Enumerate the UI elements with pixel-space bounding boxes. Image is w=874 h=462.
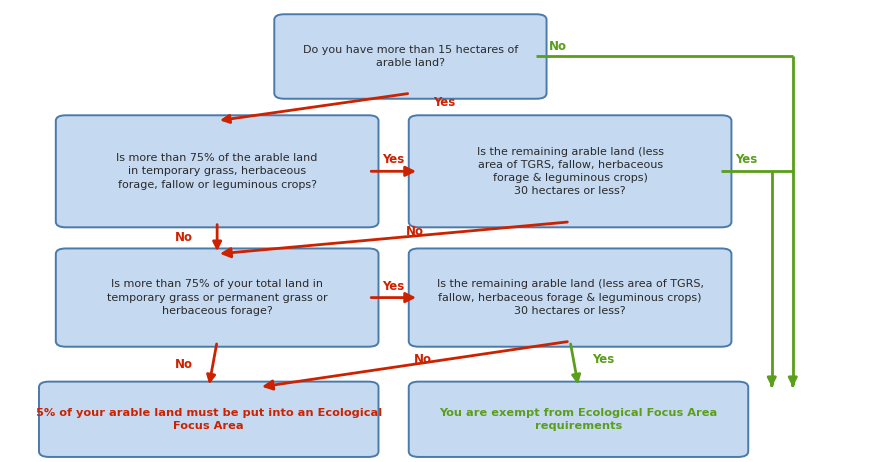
Text: Yes: Yes [383,280,405,292]
Text: No: No [175,231,192,244]
FancyBboxPatch shape [409,249,732,346]
Text: Is more than 75% of the arable land
in temporary grass, herbaceous
forage, fallo: Is more than 75% of the arable land in t… [116,153,318,189]
Text: Is the remaining arable land (less area of TGRS,
fallow, herbaceous forage & leg: Is the remaining arable land (less area … [437,280,704,316]
Text: No: No [175,358,192,371]
Text: Is the remaining arable land (less
area of TGRS, fallow, herbaceous
forage & leg: Is the remaining arable land (less area … [476,146,663,196]
FancyBboxPatch shape [409,116,732,227]
Text: Yes: Yes [593,353,614,366]
Text: Is more than 75% of your total land in
temporary grass or permanent grass or
her: Is more than 75% of your total land in t… [107,280,328,316]
FancyBboxPatch shape [39,382,378,457]
FancyBboxPatch shape [409,382,748,457]
Text: No: No [549,40,566,53]
Text: You are exempt from Ecological Focus Area
requirements: You are exempt from Ecological Focus Are… [440,407,718,431]
Text: Yes: Yes [383,153,405,166]
Text: Do you have more than 15 hectares of
arable land?: Do you have more than 15 hectares of ara… [302,45,518,68]
FancyBboxPatch shape [56,116,378,227]
Text: 5% of your arable land must be put into an Ecological
Focus Area: 5% of your arable land must be put into … [36,407,382,431]
Text: Yes: Yes [433,96,455,109]
FancyBboxPatch shape [274,14,546,99]
Text: No: No [414,353,432,366]
Text: No: No [406,225,424,237]
Text: Yes: Yes [735,153,758,166]
FancyBboxPatch shape [56,249,378,346]
